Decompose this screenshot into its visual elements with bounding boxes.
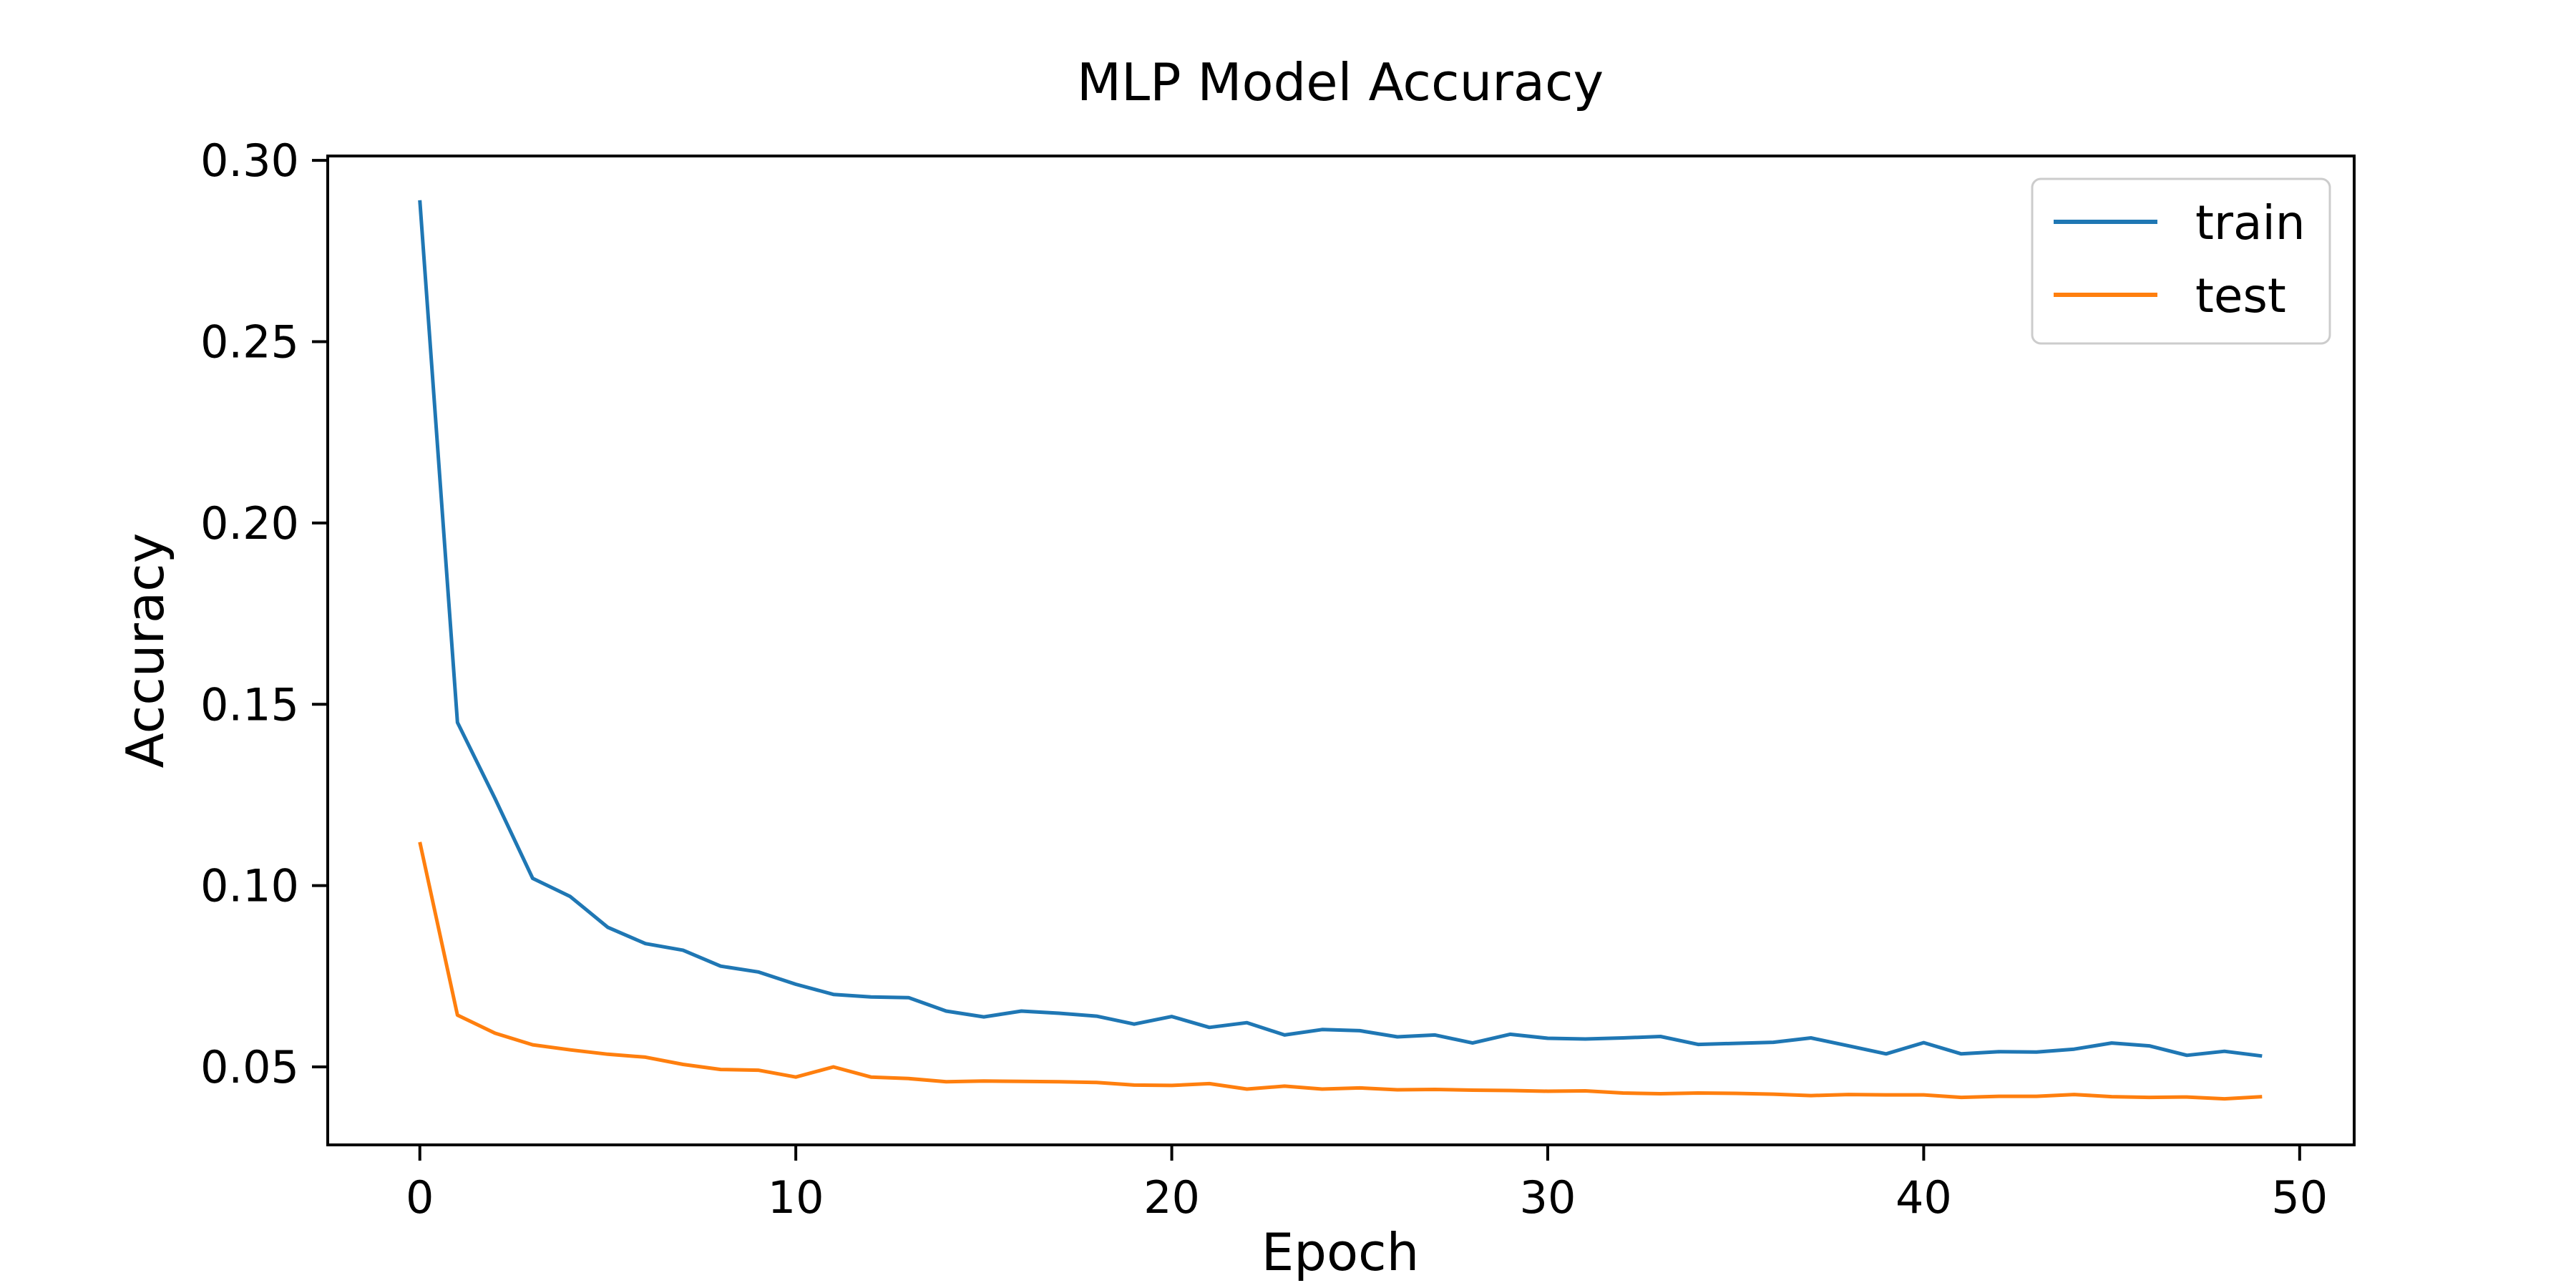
y-axis-ticks: 0.05 0.10 0.15 0.20 0.25 0.30 [200,135,328,1093]
x-axis-label: Epoch [1262,1222,1419,1282]
y-tick-label: 0.05 [200,1041,299,1093]
series-line-test [418,841,2263,1101]
y-tick-label: 0.30 [200,135,299,187]
series-line-train [418,200,2263,1058]
x-tick-label: 10 [768,1171,824,1224]
legend-label-train: train [2195,195,2306,250]
y-tick-label: 0.25 [200,316,299,368]
y-tick-label: 0.10 [200,860,299,912]
x-tick-label: 20 [1143,1171,1200,1224]
x-axis-ticks: 0 10 20 30 40 50 [406,1145,2328,1224]
series-layer [418,200,2263,1101]
legend-label-test: test [2195,268,2286,323]
chart-title: MLP Model Accuracy [1077,52,1604,112]
y-axis-label: Accuracy [115,533,175,769]
x-tick-label: 40 [1896,1171,1952,1224]
x-tick-label: 30 [1520,1171,1576,1224]
x-tick-label: 50 [2271,1171,2328,1224]
y-tick-label: 0.20 [200,497,299,550]
x-tick-label: 0 [406,1171,434,1224]
plot-frame [326,155,2356,1146]
legend: train test [2031,177,2331,345]
y-tick-label: 0.15 [200,678,299,731]
